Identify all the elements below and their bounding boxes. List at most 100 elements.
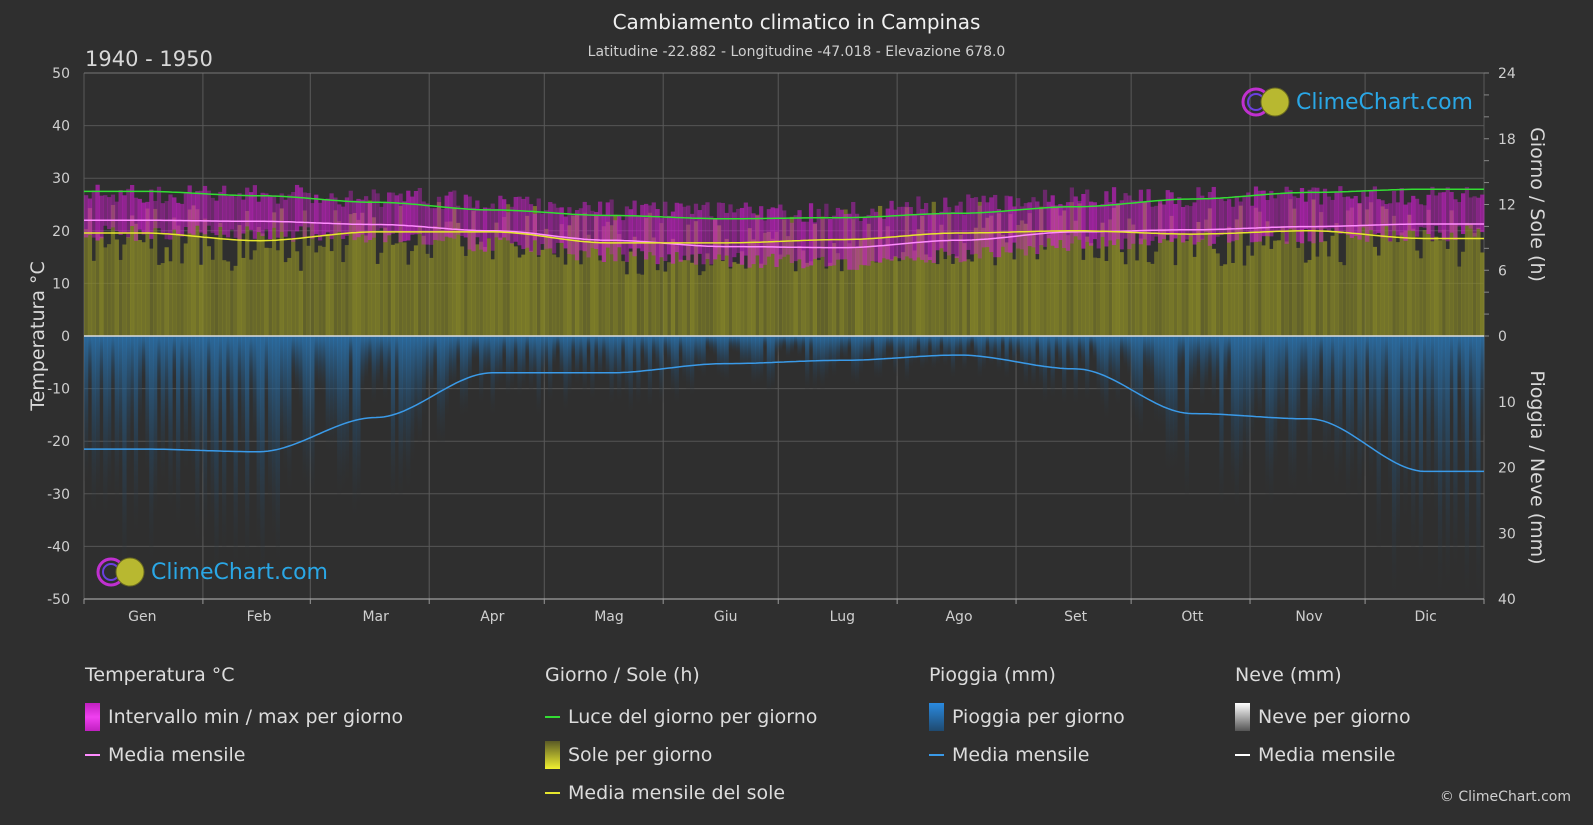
sunshine-bar xyxy=(1322,241,1328,336)
rain-bar xyxy=(410,336,415,463)
rain-bar xyxy=(709,336,714,353)
rain-bar xyxy=(900,336,906,360)
temperature-range-bar xyxy=(636,215,641,249)
left-tick-label: -40 xyxy=(47,539,70,555)
rain-bar xyxy=(1000,336,1005,348)
sunshine-bar xyxy=(444,221,449,336)
temperature-range-bar xyxy=(202,185,208,235)
rain-bar xyxy=(1457,336,1462,395)
sunshine-bar xyxy=(1207,208,1213,336)
sunshine-bar xyxy=(1265,221,1270,336)
sunshine-bar xyxy=(502,216,507,336)
temperature-range-bar xyxy=(1411,195,1416,231)
temperature-range-bar xyxy=(1008,196,1013,253)
sunshine-bar xyxy=(594,214,599,336)
rain-bar xyxy=(294,336,300,396)
rain-bar xyxy=(1085,336,1090,401)
sunshine-bar xyxy=(149,248,154,336)
temperature-range-bar xyxy=(778,204,783,260)
sunshine-bar xyxy=(1388,241,1393,336)
rain-bar xyxy=(1334,336,1339,489)
rain-bar xyxy=(1434,336,1439,517)
sunshine-bar xyxy=(99,236,104,336)
rain-bar xyxy=(1345,336,1351,502)
rain-bar xyxy=(482,336,488,378)
temperature-range-bar xyxy=(716,202,722,255)
rain-bar xyxy=(1039,336,1044,387)
rain-bar xyxy=(421,336,426,418)
sunshine-bar xyxy=(1430,241,1435,336)
rain-bar xyxy=(433,336,438,370)
rain-bar xyxy=(816,336,821,383)
temperature-range-bar xyxy=(1296,197,1301,242)
rain-bar xyxy=(241,336,246,455)
sunshine-bar xyxy=(479,241,484,336)
sunshine-bar xyxy=(1200,238,1205,336)
rain-bar xyxy=(797,336,802,358)
right-tick-label: 30 xyxy=(1498,526,1516,542)
temperature-range-bar xyxy=(218,191,223,227)
rain-bar xyxy=(755,336,760,385)
rain-bar xyxy=(624,336,630,396)
rain-bar xyxy=(686,336,691,390)
temp-range-swatch xyxy=(85,703,100,731)
sunshine-bar xyxy=(713,219,718,336)
rain-bar xyxy=(908,336,913,368)
temperature-range-bar xyxy=(805,221,810,267)
temperature-range-bar xyxy=(1349,198,1354,238)
snow-mean-swatch xyxy=(1235,754,1250,756)
sunshine-bar xyxy=(398,206,403,336)
rain-bar xyxy=(1238,336,1243,483)
temperature-range-bar xyxy=(1065,202,1071,251)
rain-bar xyxy=(260,336,265,583)
temperature-range-bar xyxy=(375,193,380,231)
rain-bar xyxy=(252,336,258,440)
temperature-range-bar xyxy=(344,197,350,236)
sunshine-bar xyxy=(1292,208,1297,336)
sunshine-bar xyxy=(268,248,273,336)
rain-bar xyxy=(268,336,273,509)
sunshine-bar xyxy=(1284,241,1289,336)
logo-top[interactable]: ClimeChart.com xyxy=(1240,86,1473,118)
rain-bar xyxy=(597,336,603,382)
sunshine-bar xyxy=(237,225,242,336)
rain-bar xyxy=(644,336,649,372)
logo-bottom[interactable]: ClimeChart.com xyxy=(95,556,328,588)
rain-bar xyxy=(176,336,181,529)
series-lines-layer xyxy=(84,188,1484,473)
sunshine-bar xyxy=(517,257,522,336)
temperature-range-bar xyxy=(605,202,610,248)
rain-bar xyxy=(141,336,146,383)
rain-bar xyxy=(1019,336,1025,371)
rain-bar xyxy=(947,336,952,361)
sunshine-bar xyxy=(1123,264,1128,336)
temperature-range-bar xyxy=(1219,198,1224,236)
temperature-range-bar xyxy=(548,202,553,249)
sunshine-bar xyxy=(563,264,568,336)
rain-bar xyxy=(490,336,495,416)
right-tick-label: 24 xyxy=(1498,66,1516,82)
temperature-range-bar xyxy=(1211,186,1216,244)
rain-bar xyxy=(1476,336,1481,599)
sunshine-bar xyxy=(571,215,576,336)
rain-bar xyxy=(586,336,591,353)
rain-bar xyxy=(1096,336,1101,395)
left-tick-label: 0 xyxy=(61,329,70,345)
sunshine-bar xyxy=(697,275,702,336)
temperature-range-bar xyxy=(1238,201,1243,234)
sunshine-bar xyxy=(1008,214,1013,336)
rain-bar xyxy=(770,336,775,391)
sunshine-bar xyxy=(716,225,722,336)
sunshine-bar xyxy=(609,225,614,336)
legend-item: Neve per giorno xyxy=(1235,698,1411,736)
legend-snow: Neve (mm) Neve per giorno Media mensile xyxy=(1235,664,1411,774)
rain-bar xyxy=(1357,336,1362,502)
rain-bar xyxy=(452,336,457,390)
rain-bar xyxy=(1257,336,1262,424)
legend-item: Luce del giorno per giorno xyxy=(545,698,817,736)
legend-item-label: Media mensile xyxy=(108,744,246,766)
sunshine-bar xyxy=(1445,248,1450,336)
temperature-range-bar xyxy=(651,202,656,256)
temperature-range-bar xyxy=(1319,204,1324,243)
rain-bar xyxy=(989,336,994,366)
